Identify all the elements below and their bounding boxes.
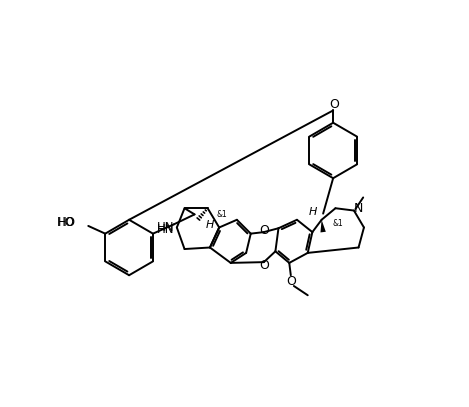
Text: O: O: [260, 224, 270, 237]
Polygon shape: [320, 220, 326, 232]
Text: &1: &1: [217, 210, 227, 219]
Text: O: O: [286, 275, 296, 288]
Text: &1: &1: [333, 219, 343, 228]
Text: HO: HO: [56, 217, 75, 230]
Text: H: H: [206, 220, 214, 230]
Text: HN: HN: [157, 223, 174, 236]
Text: N: N: [354, 202, 363, 215]
Text: O: O: [330, 98, 340, 111]
Text: HO: HO: [58, 217, 76, 230]
Text: H: H: [309, 207, 317, 217]
Text: HN: HN: [157, 221, 174, 234]
Text: O: O: [260, 260, 270, 272]
